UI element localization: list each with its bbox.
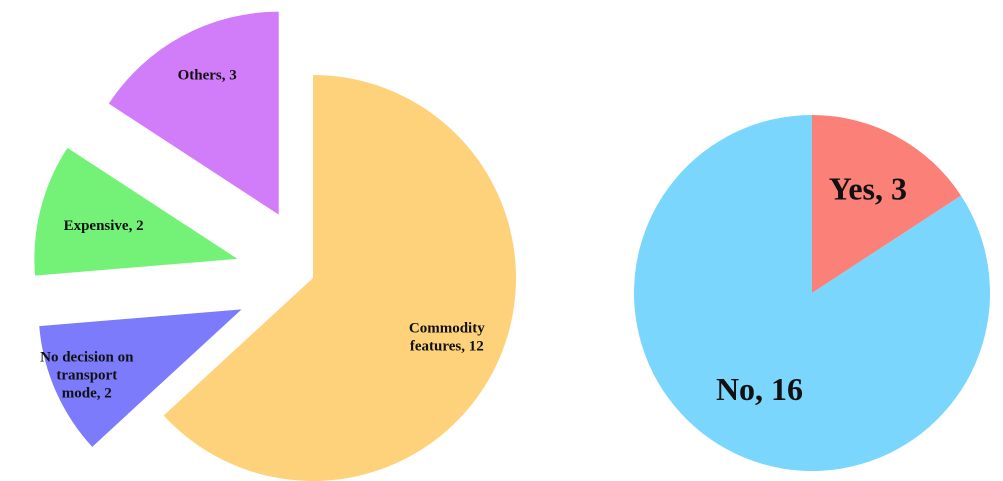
pie-chart-reasons: Commodity features, 12 No decision on trans…: [34, 11, 516, 481]
pie-chart-yes-no: Yes, 3 No, 16: [634, 115, 991, 471]
pie-slice-expensive: [34, 147, 238, 276]
pie-label-others: Others, 3: [178, 68, 237, 84]
pie-label-no: No, 16: [716, 371, 803, 407]
pie-slice-no: [634, 115, 991, 471]
pie-slice-commodity-features: [163, 75, 516, 481]
pie-label-commodity-features: Commodity features, 12: [409, 321, 485, 355]
pie-label-yes: Yes, 3: [829, 171, 907, 207]
pie-slice-no-decision-on-transport-mode: [39, 309, 242, 447]
pie-label-no-decision-on-transport-mode: No decision on transport mode, 2: [40, 350, 134, 402]
pie-slice-others: [108, 11, 279, 215]
pie-slice-yes: [812, 115, 962, 293]
pie-label-expensive: Expensive, 2: [64, 218, 144, 234]
